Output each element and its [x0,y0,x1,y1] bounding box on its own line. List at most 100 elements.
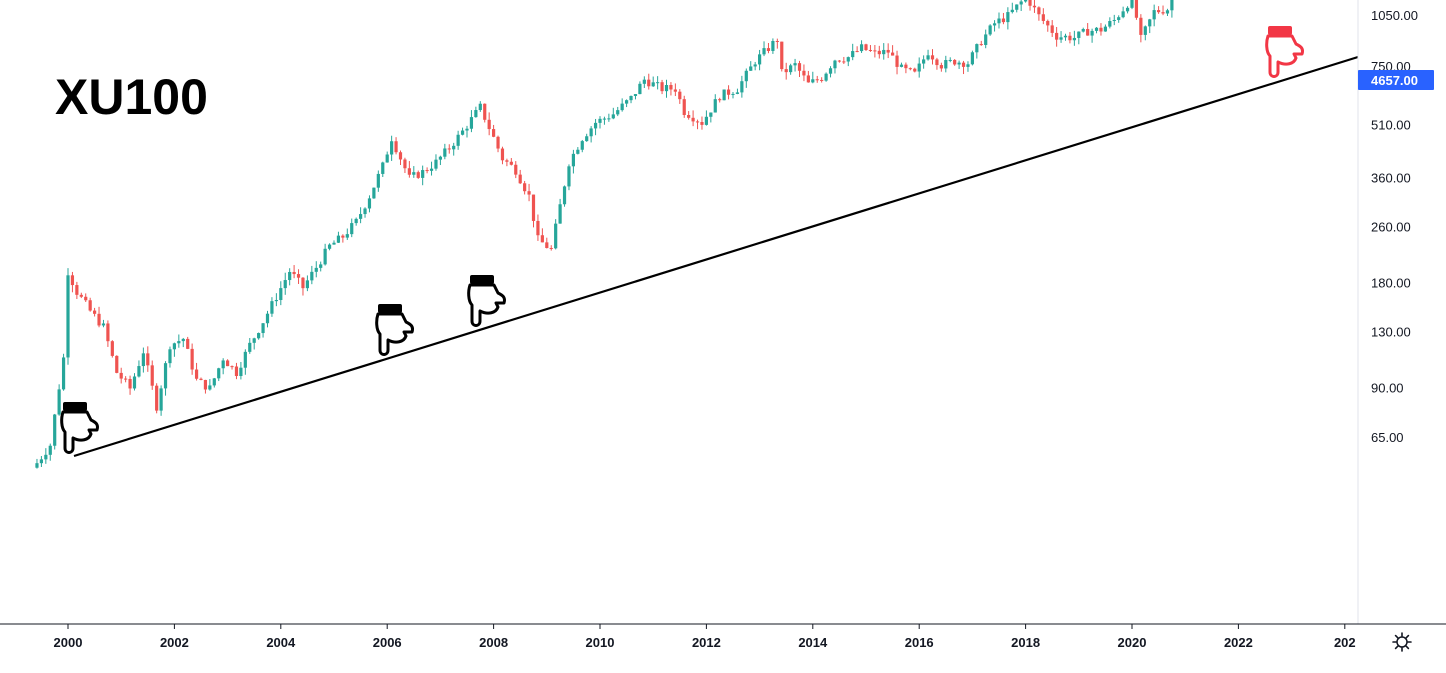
candle-up [274,299,278,302]
candle-up [598,118,602,123]
candle-up [429,168,434,171]
candle-up [1072,37,1076,41]
trendline [73,55,1359,458]
candle-up [478,103,482,111]
candle-up [731,93,735,95]
candle-down [84,296,88,301]
candle-up [859,44,864,52]
candle-up [957,62,961,65]
pointer-hand-icon [60,400,100,454]
candle-up [1019,1,1023,5]
candle-up [749,66,753,71]
candle-down [110,341,114,356]
candle-up [172,343,176,350]
x-tick-label: 2000 [54,635,83,650]
y-tick-label: 1050.00 [1371,8,1418,23]
candle-down [1086,29,1090,36]
candle-down [647,79,651,87]
candle-up [1121,11,1125,18]
candle-up [1143,26,1147,35]
candle-up [917,63,921,72]
candle-down [549,247,553,249]
candle-down [1139,17,1143,35]
candle-up [310,271,314,281]
y-tick-label: 360.00 [1371,170,1411,185]
y-tick-label: 180.00 [1371,275,1411,290]
candle-up [221,360,225,369]
candle-up [168,349,172,364]
candle-up [443,148,447,157]
candle-down [416,172,420,178]
x-tick-label: 2020 [1118,635,1147,650]
candle-up [585,136,589,142]
pointer-hand-icon [467,273,507,327]
candle-up [53,414,57,446]
candle-up [1103,26,1107,32]
chart-title: XU100 [55,69,208,125]
candle-down [70,275,75,286]
candle-up [558,204,562,224]
candle-up [722,89,726,101]
candle-up [367,198,372,209]
candle-up [975,44,979,53]
x-tick-label: 2002 [160,635,189,650]
time-axis[interactable]: 2000 2002 2004 2006 2008 2010 2012 2014 2016 2018… [0,623,1446,650]
candle-down [1161,12,1165,14]
candle-up [1165,10,1170,14]
candle-down [673,89,677,92]
candle-down [518,174,522,184]
candle-up [212,378,216,386]
candle-up [1090,30,1094,36]
candle-up [456,134,460,146]
candle-up [372,187,376,199]
candle-up [390,141,394,155]
candle-up [350,223,354,235]
candle-up [992,23,997,26]
y-tick-label: 510.00 [1371,117,1411,132]
candle-up [1059,37,1063,40]
candle-down [695,121,700,123]
candle-up [327,244,332,249]
candle-up [620,103,624,111]
candle-up [1152,10,1156,20]
candle-down [797,63,802,71]
candle-up [833,60,837,69]
candle-down [877,50,881,55]
candle-up [132,376,137,389]
candle-up [48,445,52,455]
candle-up [593,122,598,129]
candle-down [868,49,873,51]
candle-up [607,118,611,120]
candle-down [806,75,810,83]
candle-up [828,68,833,74]
candle-up [323,248,327,265]
price-axis[interactable]: 9000.006500.003250.002250.001450.001050.… [1357,0,1434,624]
settings-gear-icon[interactable] [1392,632,1412,652]
candle-up [984,34,988,45]
candle-up [1170,0,1174,11]
candle-up [602,118,607,120]
candle-up [616,110,620,115]
candle-up [882,49,886,55]
candle-up [332,242,336,245]
candle-down [718,99,722,101]
candle-down [514,164,518,175]
candle-up [438,156,442,160]
candle-up [758,54,762,65]
candle-down [802,70,806,76]
candle-up [638,83,642,95]
candle-up [283,280,287,289]
candle-down [230,366,234,368]
candle-down [1055,32,1059,40]
x-tick-label: 2004 [266,635,296,650]
candle-up [452,145,456,150]
candle-up [709,112,713,117]
x-tick-label: 2014 [798,635,828,650]
candle-up [744,70,748,82]
candle-up [35,463,39,468]
candle-up [571,153,575,167]
candle-up [656,82,660,84]
candle-up [474,110,478,118]
candle-down [1050,25,1054,33]
candle-down [820,79,824,81]
